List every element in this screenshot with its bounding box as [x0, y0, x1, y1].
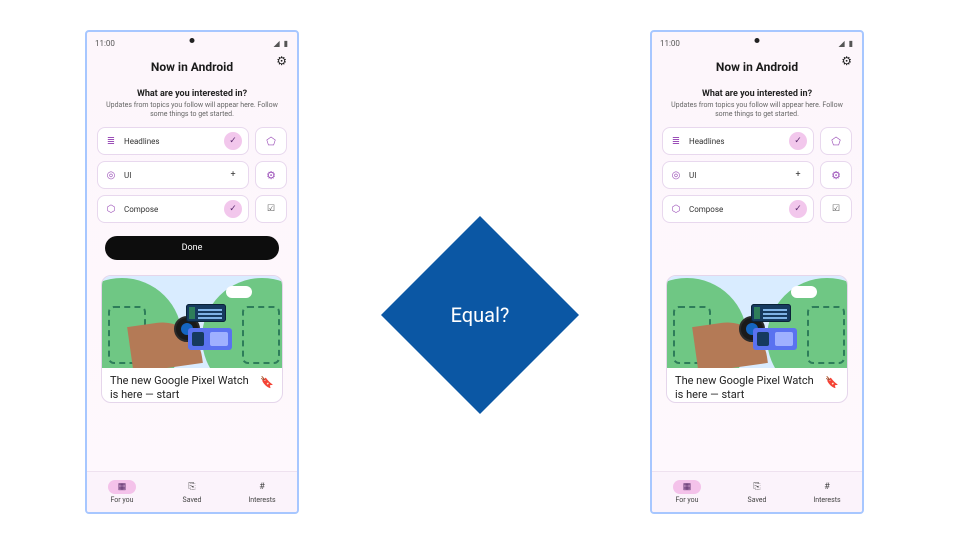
phone-left: 11:00 ◢ ▮ Now in Android ⚙ What are you … [85, 30, 299, 514]
compose-icon: ⬡ [669, 204, 683, 215]
nav-for-you[interactable]: ▦ For you [652, 472, 722, 512]
status-icons: ◢ ▮ [838, 39, 854, 48]
topic-label: UI [689, 171, 789, 180]
interests-icon: # [813, 480, 841, 494]
clock-text: 11:00 [95, 39, 115, 48]
content-area: What are you interested in? Updates from… [87, 79, 297, 403]
app-title: Now in Android [716, 60, 798, 74]
prompt-title: What are you interested in? [660, 89, 854, 99]
for-you-icon: ▦ [108, 480, 136, 494]
interests-icon: # [248, 480, 276, 494]
side-chip-1[interactable]: ⚙ [255, 161, 287, 189]
nav-label: Interests [248, 496, 275, 504]
nav-label: Saved [183, 496, 202, 504]
checkbox-icon: ☑ [267, 204, 275, 214]
check-icon: ✓ [789, 200, 807, 218]
box-icon: ⬠ [266, 135, 276, 148]
topic-grid: ≣ Headlines ✓ ⬠ ◎ UI + ⚙ ⬡ Compose ✓ ☑ [95, 127, 289, 223]
topic-label: Headlines [124, 137, 224, 146]
nav-label: For you [675, 496, 698, 504]
ui-icon: ◎ [104, 170, 118, 181]
topic-chip-compose[interactable]: ⬡ Compose ✓ [97, 195, 249, 223]
gear-icon[interactable]: ⚙ [276, 54, 287, 68]
topic-chip-headlines[interactable]: ≣ Headlines ✓ [97, 127, 249, 155]
bookmark-icon[interactable]: 🔖 [260, 374, 274, 389]
compose-icon: ⬡ [104, 204, 118, 215]
check-icon: ✓ [224, 200, 242, 218]
nav-label: Saved [748, 496, 767, 504]
side-chip-1[interactable]: ⚙ [820, 161, 852, 189]
app-header: Now in Android ⚙ [87, 50, 297, 79]
side-chip-0[interactable]: ⬠ [820, 127, 852, 155]
tool-icon: ⚙ [266, 169, 276, 182]
nav-saved[interactable]: ⎘ Saved [722, 472, 792, 512]
nav-label: For you [110, 496, 133, 504]
prompt-subtitle: Updates from topics you follow will appe… [660, 99, 854, 127]
topic-chip-ui[interactable]: ◎ UI + [97, 161, 249, 189]
ui-icon: ◎ [669, 170, 683, 181]
plus-icon: + [789, 166, 807, 184]
done-row-empty [660, 223, 854, 271]
stage: 11:00 ◢ ▮ Now in Android ⚙ What are you … [0, 0, 960, 540]
phone-right: 11:00 ◢ ▮ Now in Android ⚙ What are you … [650, 30, 864, 514]
topic-grid: ≣ Headlines ✓ ⬠ ◎ UI + ⚙ ⬡ Compose ✓ ☑ [660, 127, 854, 223]
done-row: Done [95, 223, 289, 271]
checkbox-icon: ☑ [832, 204, 840, 214]
card-illustration [667, 276, 847, 368]
card-title: The new Google Pixel Watch is here — sta… [675, 374, 819, 402]
article-card[interactable]: The new Google Pixel Watch is here — sta… [101, 275, 283, 403]
app-title: Now in Android [151, 60, 233, 74]
bookmark-icon[interactable]: 🔖 [825, 374, 839, 389]
topic-label: Compose [689, 205, 789, 214]
card-body: The new Google Pixel Watch is here — sta… [667, 368, 847, 402]
nav-label: Interests [813, 496, 840, 504]
nav-interests[interactable]: # Interests [227, 472, 297, 512]
card-body: The new Google Pixel Watch is here — sta… [102, 368, 282, 402]
camera-punch-hole [190, 38, 195, 43]
box-icon: ⬠ [831, 135, 841, 148]
topic-label: UI [124, 171, 224, 180]
headlines-icon: ≣ [669, 136, 683, 147]
check-icon: ✓ [789, 132, 807, 150]
tool-icon: ⚙ [831, 169, 841, 182]
status-icons: ◢ ▮ [273, 39, 289, 48]
side-chip-0[interactable]: ⬠ [255, 127, 287, 155]
topic-chip-headlines[interactable]: ≣ Headlines ✓ [662, 127, 814, 155]
clock-text: 11:00 [660, 39, 680, 48]
app-header: Now in Android ⚙ [652, 50, 862, 79]
topic-label: Headlines [689, 137, 789, 146]
nav-saved[interactable]: ⎘ Saved [157, 472, 227, 512]
topic-label: Compose [124, 205, 224, 214]
plus-icon: + [224, 166, 242, 184]
prompt-subtitle: Updates from topics you follow will appe… [95, 99, 289, 127]
bottom-nav: ▦ For you ⎘ Saved # Interests [652, 471, 862, 512]
prompt-title: What are you interested in? [95, 89, 289, 99]
nav-interests[interactable]: # Interests [792, 472, 862, 512]
gear-icon[interactable]: ⚙ [841, 54, 852, 68]
side-chip-2[interactable]: ☑ [820, 195, 852, 223]
camera-punch-hole [755, 38, 760, 43]
card-title: The new Google Pixel Watch is here — sta… [110, 374, 254, 402]
saved-icon: ⎘ [178, 480, 206, 494]
check-icon: ✓ [224, 132, 242, 150]
content-area: What are you interested in? Updates from… [652, 79, 862, 403]
topic-chip-ui[interactable]: ◎ UI + [662, 161, 814, 189]
equal-diamond: Equal? [410, 245, 550, 385]
headlines-icon: ≣ [104, 136, 118, 147]
diamond-label: Equal? [451, 303, 510, 327]
nav-for-you[interactable]: ▦ For you [87, 472, 157, 512]
done-label: Done [182, 243, 203, 253]
article-card[interactable]: The new Google Pixel Watch is here — sta… [666, 275, 848, 403]
saved-icon: ⎘ [743, 480, 771, 494]
side-chip-2[interactable]: ☑ [255, 195, 287, 223]
topic-chip-compose[interactable]: ⬡ Compose ✓ [662, 195, 814, 223]
card-illustration [102, 276, 282, 368]
for-you-icon: ▦ [673, 480, 701, 494]
bottom-nav: ▦ For you ⎘ Saved # Interests [87, 471, 297, 512]
done-button[interactable]: Done [105, 236, 280, 260]
